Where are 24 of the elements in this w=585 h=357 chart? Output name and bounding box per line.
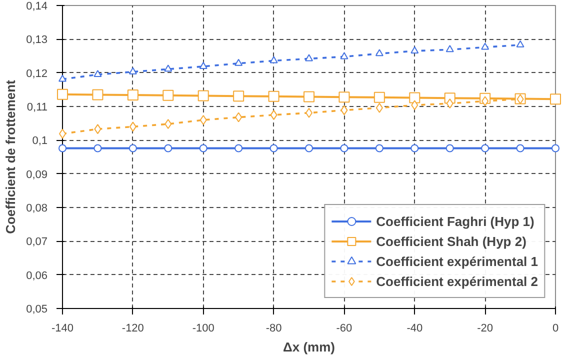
y-tick-label: 0,13	[26, 34, 48, 46]
y-tick-label: 0,07	[26, 236, 48, 248]
y-tick-label: 0,1	[32, 135, 48, 148]
y-tick-label: 0,06	[26, 270, 48, 282]
x-axis-title: Δx (mm)	[283, 340, 335, 354]
x-tick-label: -80	[266, 322, 282, 334]
legend-label: Coefficient expérimental 2	[376, 272, 538, 290]
x-tick-label: 0	[552, 322, 559, 334]
y-tick-label: 0,05	[26, 304, 48, 316]
x-tick-label: -100	[192, 322, 214, 334]
legend-label: Coefficient Shah (Hyp 2)	[376, 232, 526, 250]
x-tick-label: -40	[406, 322, 423, 334]
x-tick-label: -60	[336, 322, 352, 334]
y-axis-title: Coefficient de frottement	[3, 79, 18, 234]
y-tick-label: 0,08	[26, 202, 48, 214]
x-tick-label: -140	[51, 322, 74, 334]
y-tick-label: 0,11	[26, 102, 48, 114]
legend-label: Coefficient expérimental 1	[376, 252, 538, 270]
x-tick-label: -120	[122, 322, 144, 334]
y-tick-label: 0,14	[26, 0, 48, 12]
x-tick-label: -20	[477, 322, 494, 334]
y-tick-label: 0,09	[26, 168, 48, 181]
y-tick-label: 0,12	[26, 68, 48, 80]
legend-label: Coefficient Faghri (Hyp 1)	[376, 212, 534, 230]
